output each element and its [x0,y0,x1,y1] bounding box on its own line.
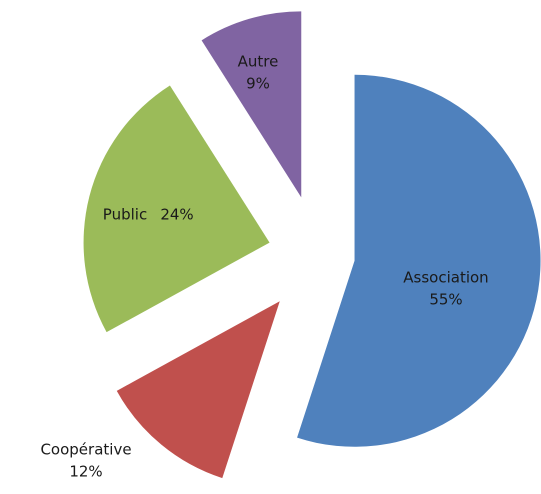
pie-slice [83,85,270,333]
slice-label: Association [403,269,488,287]
slice-value-label: 24% [160,206,193,224]
slice-value-label: 12% [69,463,102,481]
slice-value-label: 9% [246,75,270,93]
slice-value-label: 55% [429,291,462,309]
pie-slice [116,301,280,479]
pie-slice [201,11,302,198]
slice-label: Coopérative [40,441,131,459]
pie-slice [297,74,541,447]
slice-label: Public [103,206,147,224]
slice-label: Autre [238,53,279,71]
